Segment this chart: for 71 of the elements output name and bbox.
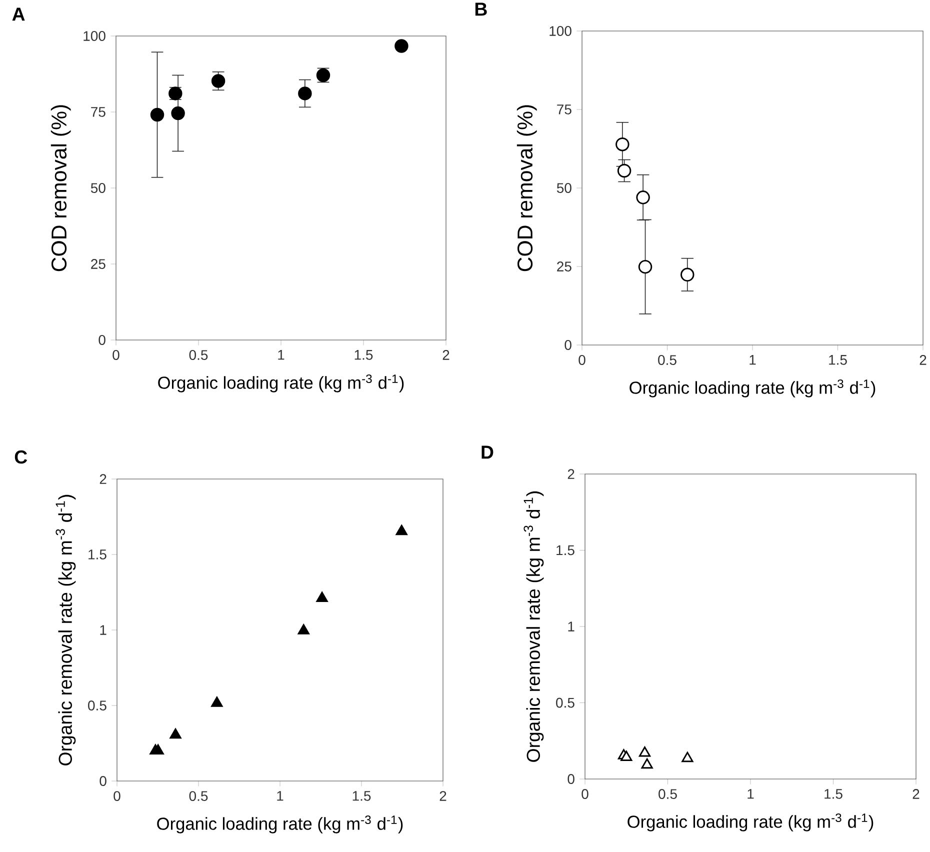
chart-title: A (12, 8, 25, 21)
y-tick-label: 2 (568, 469, 574, 479)
point (636, 190, 650, 204)
point (150, 108, 164, 122)
chart-title: B (475, 2, 487, 16)
y-tick-label: 50 (556, 183, 572, 193)
point (298, 86, 312, 100)
y-tick-label: 0 (564, 340, 572, 350)
point (638, 260, 652, 274)
point (682, 752, 694, 762)
x-axis-title: Organic loading rate (kg m$^{-3}$ d$^{-1}$) (628, 813, 874, 832)
point (298, 624, 310, 634)
x-tick-label: 0.5 (189, 350, 208, 360)
x-tick-label: 0.5 (189, 791, 208, 801)
x-tick-label: 1 (277, 791, 284, 801)
y-tick-label: 100 (84, 31, 106, 41)
y-tick-label: 1.5 (556, 545, 574, 556)
y-tick-label: 75 (557, 104, 572, 114)
x-tick-label: 0 (114, 791, 120, 801)
y-tick-label: 1 (568, 622, 574, 632)
point (211, 696, 223, 707)
y-tick-label: 25 (557, 262, 572, 272)
x-axis-title: Organic loading rate (kg m$^{-3}$ d$^{-1}$) (158, 374, 404, 392)
x-tick-label: 2 (920, 355, 926, 365)
y-tick-label: 0.5 (88, 700, 106, 710)
x-tick-label: 1.5 (354, 350, 373, 360)
x-tick-label: 0 (582, 789, 588, 799)
point (396, 524, 408, 536)
point (211, 74, 226, 88)
x-tick-label: 1.5 (829, 355, 847, 365)
x-tick-label: 0.5 (658, 789, 677, 799)
x-tick-label: 1 (278, 350, 284, 360)
x-tick-label: 2 (912, 789, 920, 799)
y-tick-label: 2 (100, 474, 106, 484)
x-tick-label: 0.5 (658, 355, 676, 365)
x-tick-label: 2 (442, 350, 450, 360)
y-tick-label: 75 (91, 107, 106, 117)
point (170, 728, 182, 739)
y-tick-label: 50 (90, 183, 106, 193)
point (171, 106, 185, 120)
point (316, 592, 328, 602)
x-axis-title: Organic loading rate (kg m$^{-3}$ d$^{-1}$) (630, 379, 876, 398)
x-tick-label: 1.5 (824, 789, 842, 799)
point (620, 750, 632, 762)
y-tick-label: 25 (91, 259, 106, 269)
chart-title: C (14, 450, 28, 464)
y-tick-label: 100 (550, 26, 572, 36)
y-tick-label: 0 (568, 774, 574, 784)
y-axis-title: Organic removal rate (kg m$^{-3}$ d$^{-1}$) (56, 494, 76, 766)
point (616, 137, 630, 152)
chart-title: D (482, 446, 494, 459)
y-tick-label: 0 (100, 776, 106, 786)
y-tick-label: 0.5 (556, 698, 574, 708)
y-tick-label: 1.5 (88, 550, 106, 560)
point (641, 758, 653, 769)
x-axis-title: Organic loading rate (kg m$^{-3}$ d$^{-1}$) (157, 815, 403, 834)
x-tick-label: 1 (748, 789, 754, 799)
y-axis-title: COD removal (%) (50, 105, 71, 272)
point (638, 746, 651, 757)
point (617, 164, 632, 178)
y-axis-title: Organic removal rate (kg m$^{-3}$ d$^{-1}$) (524, 491, 544, 762)
point (680, 268, 694, 282)
point (394, 39, 408, 53)
y-axis-title: COD removal (%) (516, 105, 537, 272)
x-tick-label: 1 (750, 355, 756, 365)
y-tick-label: 0 (98, 335, 106, 345)
x-tick-label: 2 (440, 791, 446, 801)
x-tick-label: 0 (578, 355, 586, 365)
x-tick-label: 0 (112, 350, 120, 360)
x-tick-label: 1.5 (352, 791, 371, 801)
y-tick-label: 1 (100, 625, 106, 635)
